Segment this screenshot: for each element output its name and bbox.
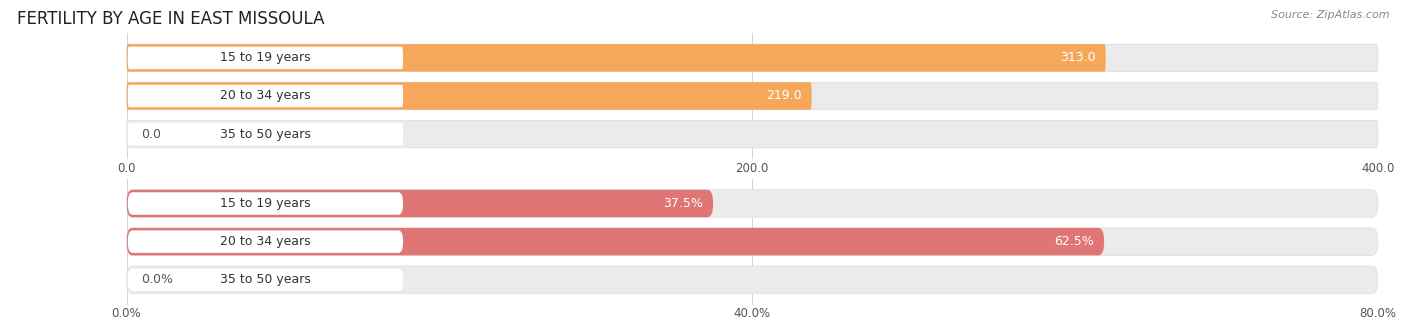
Text: 35 to 50 years: 35 to 50 years xyxy=(219,128,311,141)
FancyBboxPatch shape xyxy=(127,82,1378,110)
Text: 20 to 34 years: 20 to 34 years xyxy=(221,235,311,248)
FancyBboxPatch shape xyxy=(127,190,713,217)
Text: 0.0: 0.0 xyxy=(142,128,162,141)
FancyBboxPatch shape xyxy=(127,44,1105,71)
Text: 20 to 34 years: 20 to 34 years xyxy=(221,89,311,103)
Text: Source: ZipAtlas.com: Source: ZipAtlas.com xyxy=(1271,10,1389,20)
FancyBboxPatch shape xyxy=(127,228,1104,255)
Text: FERTILITY BY AGE IN EAST MISSOULA: FERTILITY BY AGE IN EAST MISSOULA xyxy=(17,10,325,28)
Text: 15 to 19 years: 15 to 19 years xyxy=(221,51,311,64)
FancyBboxPatch shape xyxy=(127,228,1378,255)
FancyBboxPatch shape xyxy=(127,44,1378,71)
Text: 15 to 19 years: 15 to 19 years xyxy=(221,197,311,210)
Text: 0.0%: 0.0% xyxy=(142,273,173,286)
Text: 313.0: 313.0 xyxy=(1060,51,1095,64)
FancyBboxPatch shape xyxy=(128,192,404,215)
Text: 219.0: 219.0 xyxy=(766,89,801,103)
FancyBboxPatch shape xyxy=(128,85,404,107)
FancyBboxPatch shape xyxy=(127,190,1378,217)
FancyBboxPatch shape xyxy=(127,266,1378,294)
Text: 35 to 50 years: 35 to 50 years xyxy=(219,273,311,286)
FancyBboxPatch shape xyxy=(127,82,811,110)
FancyBboxPatch shape xyxy=(127,120,1378,148)
Text: 62.5%: 62.5% xyxy=(1054,235,1094,248)
FancyBboxPatch shape xyxy=(128,47,404,69)
FancyBboxPatch shape xyxy=(128,230,404,253)
Text: 37.5%: 37.5% xyxy=(664,197,703,210)
FancyBboxPatch shape xyxy=(128,123,404,145)
FancyBboxPatch shape xyxy=(128,268,404,291)
